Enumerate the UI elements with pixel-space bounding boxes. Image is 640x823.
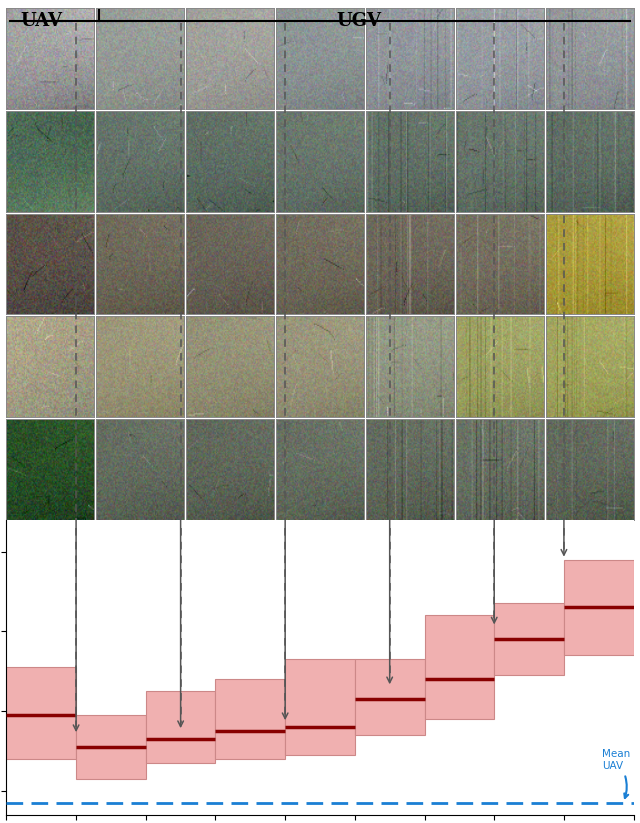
Text: Mean
UAV: Mean UAV: [602, 749, 630, 798]
Bar: [494, 603, 564, 675]
Text: UGV: UGV: [336, 12, 381, 30]
Bar: [6, 667, 76, 759]
Bar: [424, 616, 494, 719]
Bar: [285, 659, 355, 755]
Bar: [146, 691, 216, 763]
Bar: [564, 560, 634, 655]
Bar: [76, 715, 146, 779]
Bar: [216, 679, 285, 759]
Text: UAV: UAV: [20, 12, 63, 30]
Bar: [355, 659, 424, 735]
